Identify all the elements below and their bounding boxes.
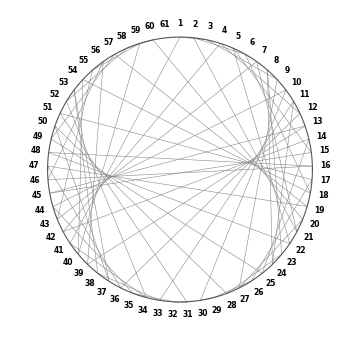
Text: 1: 1 [177, 19, 183, 28]
Text: 26: 26 [253, 288, 264, 297]
Text: 11: 11 [300, 90, 310, 99]
Text: 7: 7 [262, 46, 267, 55]
Text: 12: 12 [307, 103, 317, 112]
Text: 32: 32 [167, 311, 178, 319]
Text: 4: 4 [222, 26, 227, 35]
Text: 47: 47 [29, 161, 40, 170]
Text: 9: 9 [284, 66, 289, 75]
Text: 8: 8 [274, 56, 279, 65]
Text: 52: 52 [50, 90, 60, 99]
Text: 42: 42 [46, 234, 57, 242]
Text: 25: 25 [265, 279, 276, 288]
Text: 23: 23 [287, 258, 297, 267]
Text: 57: 57 [103, 38, 113, 47]
Text: 54: 54 [68, 66, 78, 75]
Text: 19: 19 [315, 206, 325, 215]
Text: 53: 53 [58, 78, 69, 86]
Text: 59: 59 [131, 26, 141, 35]
Text: 24: 24 [276, 269, 287, 278]
Text: 56: 56 [90, 46, 101, 55]
Text: 35: 35 [123, 301, 134, 310]
Text: 29: 29 [212, 306, 222, 315]
Text: 17: 17 [320, 176, 330, 185]
Text: 60: 60 [145, 22, 156, 32]
Text: 10: 10 [291, 78, 302, 86]
Text: 18: 18 [318, 191, 329, 200]
Text: 27: 27 [240, 295, 251, 304]
Text: 46: 46 [30, 176, 40, 185]
Text: 45: 45 [32, 191, 42, 200]
Text: 2: 2 [192, 20, 198, 29]
Text: 50: 50 [37, 117, 48, 126]
Text: 37: 37 [96, 288, 107, 297]
Text: 22: 22 [296, 246, 306, 255]
Text: 39: 39 [73, 269, 84, 278]
Text: 41: 41 [54, 246, 64, 255]
Text: 36: 36 [110, 295, 120, 304]
Text: 58: 58 [116, 32, 127, 41]
Text: 48: 48 [30, 146, 41, 155]
Text: 5: 5 [236, 32, 241, 41]
Text: 20: 20 [310, 220, 320, 229]
Text: 16: 16 [320, 161, 331, 170]
Text: 43: 43 [40, 220, 50, 229]
Text: 3: 3 [207, 22, 212, 32]
Text: 51: 51 [43, 103, 53, 112]
Text: 13: 13 [312, 117, 323, 126]
Text: 55: 55 [79, 56, 89, 65]
Text: 6: 6 [249, 38, 255, 47]
Text: 40: 40 [63, 258, 73, 267]
Text: 33: 33 [152, 309, 163, 318]
Text: 38: 38 [84, 279, 95, 288]
Text: 49: 49 [33, 132, 44, 141]
Text: 21: 21 [303, 234, 314, 242]
Text: 14: 14 [316, 132, 327, 141]
Text: 44: 44 [35, 206, 45, 215]
Text: 28: 28 [226, 301, 237, 310]
Text: 34: 34 [138, 306, 148, 315]
Text: 15: 15 [319, 146, 330, 155]
Text: 61: 61 [160, 20, 170, 29]
Text: 31: 31 [182, 311, 193, 319]
Text: 30: 30 [197, 309, 208, 318]
